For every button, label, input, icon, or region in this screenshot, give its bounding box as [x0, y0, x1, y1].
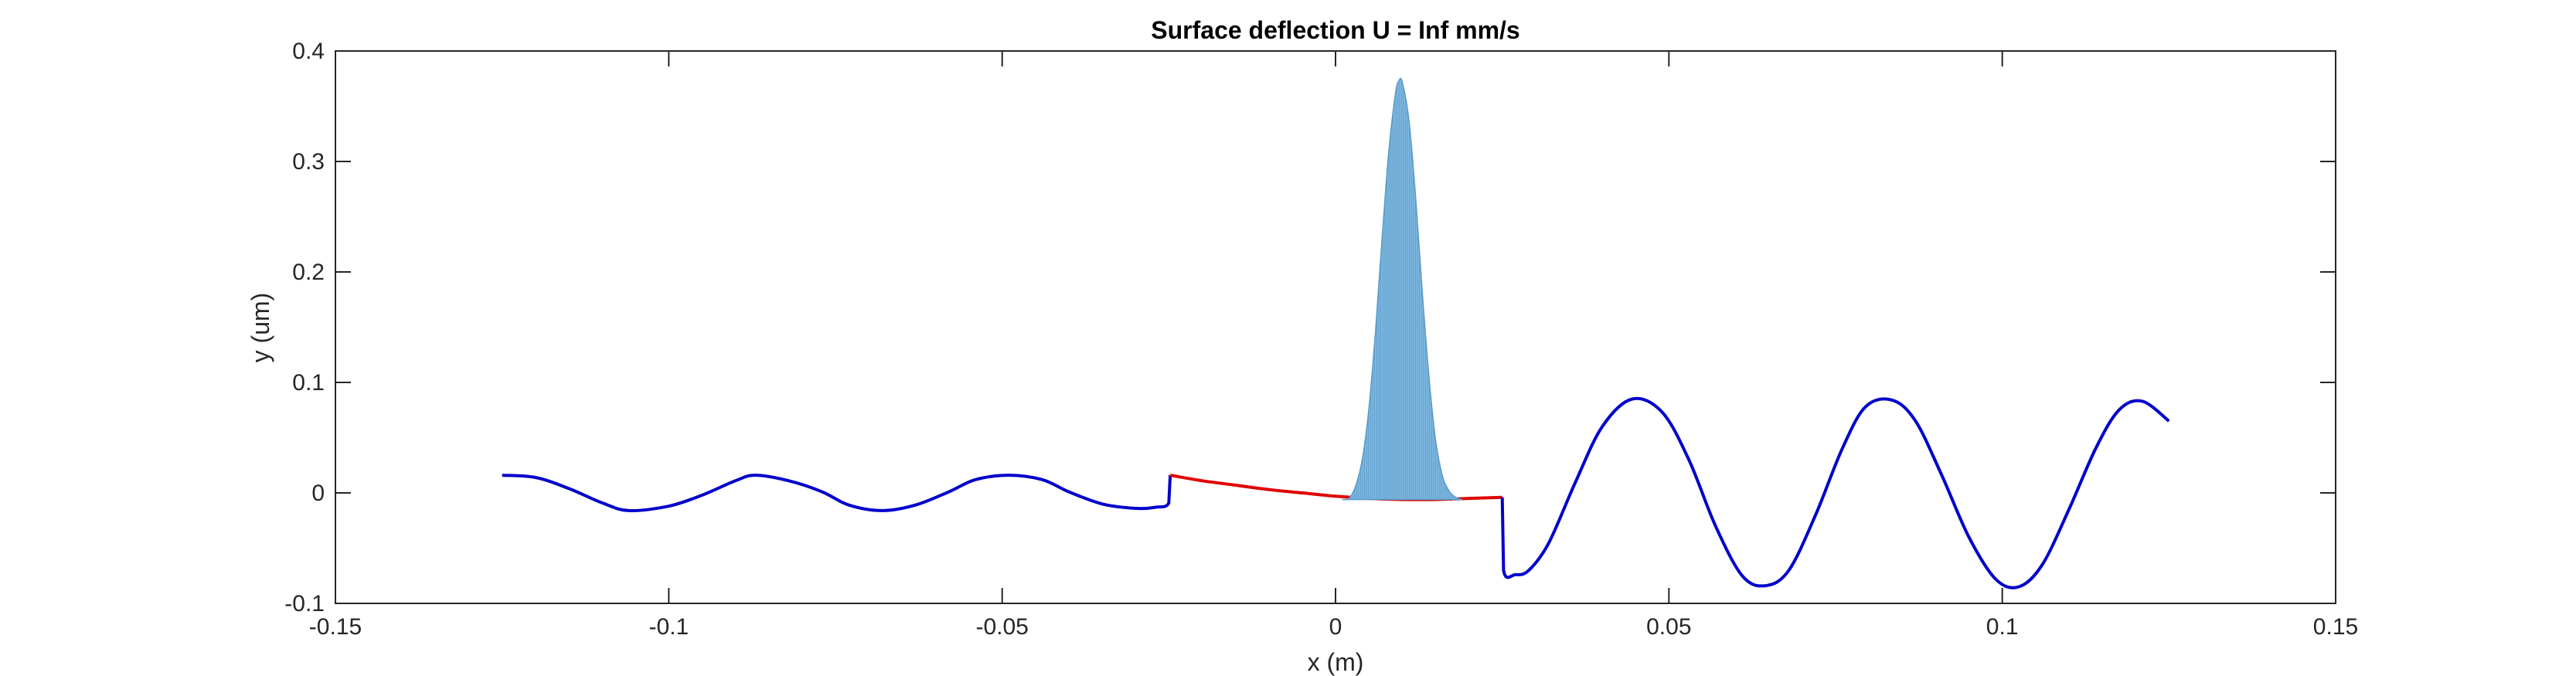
- x-tick-label: 0.05: [1646, 614, 1691, 640]
- y-axis-ticks: -0.1 0 0.1 0.2 0.3 0.4: [284, 39, 2336, 617]
- x-axis-label: x (m): [1308, 648, 1364, 676]
- series-3-area: [1342, 77, 1463, 501]
- chart-title: Surface deflection U = Inf mm/s: [1151, 16, 1519, 44]
- series-0-line: [502, 474, 1172, 512]
- y-tick-label: 0.4: [292, 39, 325, 64]
- y-tick-label: 0.1: [292, 370, 325, 396]
- y-axis-label: y (um): [247, 293, 274, 363]
- y-tick-label: 0.3: [292, 149, 325, 175]
- x-tick-label: 0.1: [1986, 614, 2019, 640]
- x-tick-label: -0.05: [975, 614, 1028, 640]
- x-axis-ticks: -0.15 -0.1 -0.05 0 0.05 0.1 0.15: [309, 51, 2358, 640]
- y-tick-label: -0.1: [284, 591, 325, 617]
- x-tick-label: 0.15: [2313, 614, 2358, 640]
- x-tick-label: -0.1: [648, 614, 689, 640]
- y-tick-label: 0.2: [292, 260, 325, 285]
- y-tick-label: 0: [311, 481, 325, 506]
- plot-area: [502, 77, 2170, 589]
- x-tick-label: -0.15: [309, 614, 362, 640]
- x-tick-label: 0: [1329, 614, 1342, 640]
- series-2-line: [1500, 396, 2170, 589]
